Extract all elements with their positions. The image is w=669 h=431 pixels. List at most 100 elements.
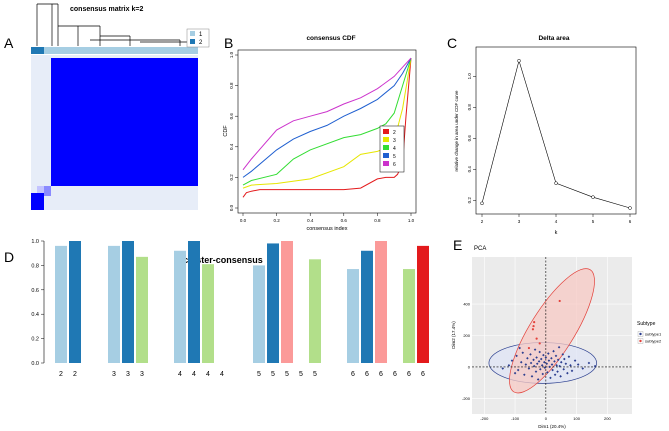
panel-letter-a: A	[4, 35, 14, 51]
panel-letter-e: E	[453, 237, 462, 253]
cluster-bar	[375, 241, 387, 363]
delta-point	[517, 59, 521, 63]
pca-point-subtype1	[543, 366, 547, 369]
pca-point-subtype1	[533, 348, 537, 351]
cluster-ytick-label: 0.6	[31, 288, 39, 294]
pca-point-subtype1	[529, 361, 533, 365]
delta-ytick-label: 0.8	[467, 104, 472, 111]
cdf-legend-swatch-k4	[383, 145, 389, 150]
cluster-bar	[417, 245, 429, 363]
pca-point-subtype1	[556, 370, 559, 373]
delta-area-panel: Delta area relative change in area under…	[454, 35, 637, 236]
matrix-legend-label-2: 2	[199, 40, 203, 46]
pca-point-subtype1	[546, 371, 549, 374]
cluster-bar-label: 3	[112, 371, 116, 378]
pca-legend-label-subtype1: subtype1	[645, 332, 662, 337]
cluster-bar-label: 2	[59, 371, 63, 378]
matrix-shade-b	[37, 186, 44, 193]
matrix-annotation-bar-light	[44, 47, 198, 54]
pca-point-subtype1	[529, 353, 532, 356]
pca-xtick-label: 200	[604, 416, 611, 421]
pca-point-subtype1	[555, 364, 558, 367]
cdf-line-k4	[242, 57, 412, 186]
cluster-bar	[281, 241, 293, 363]
pca-point-subtype1	[532, 358, 535, 362]
pca-ellipse-subtype2	[509, 268, 595, 394]
cluster-bar-label: 4	[220, 371, 224, 378]
matrix-title: consensus matrix k=2	[70, 6, 143, 13]
cluster-bar	[267, 243, 279, 363]
pca-legend-swatch-subtype2	[639, 339, 642, 343]
cdf-xtick-label: 0.6	[341, 218, 348, 223]
pca-point-subtype2	[527, 346, 531, 350]
cluster-title: cluster-consensus	[183, 255, 263, 265]
cdf-legend-swatch-k5	[383, 153, 389, 158]
pca-point-subtype1	[530, 375, 534, 378]
cdf-ytick-label: 0.2	[229, 174, 234, 181]
consensus-cdf-panel: consensus CDF CDF consensus index 0.0 0.2…	[223, 35, 417, 232]
pca-ytick-label: 0	[468, 364, 471, 369]
pca-point-subtype1	[542, 353, 545, 357]
matrix-shade-a	[44, 186, 51, 196]
pca-ytick-label: 400	[463, 302, 470, 307]
pca-point-subtype1	[547, 359, 551, 362]
cluster-bar	[309, 259, 321, 363]
delta-xtick-label: 6	[629, 219, 632, 224]
cdf-legend-label-k6: 6	[393, 162, 396, 168]
pca-point-subtype1	[587, 361, 591, 365]
cluster-consensus-panel: cluster-consensus 0.0 0.2 0.4 0.6 0.8 1.0 2 2 3…	[31, 239, 429, 378]
cluster-bar-label: 4	[178, 371, 182, 378]
pca-legend-title: Subtype	[637, 321, 656, 327]
pca-point-subtype1	[567, 355, 571, 358]
delta-point	[628, 206, 632, 210]
pca-xtick-label: 100	[573, 416, 580, 421]
panel-letter-b: B	[224, 35, 233, 51]
delta-point	[480, 201, 484, 206]
delta-xtick-label: 4	[555, 219, 558, 224]
cdf-xlabel: consensus index	[307, 226, 348, 232]
cluster-bar	[347, 269, 359, 363]
cdf-xtick-label: 0.2	[273, 218, 280, 223]
cdf-ylabel: CDF	[223, 125, 229, 137]
cdf-line-k5	[242, 57, 412, 178]
pca-point-subtype1	[553, 360, 556, 363]
cluster-bar	[188, 241, 200, 363]
pca-ytick-label: 200	[463, 333, 470, 338]
cluster-ytick-label: 1.0	[31, 239, 39, 245]
pca-point-subtype1	[566, 371, 569, 375]
pca-xtick-label: -100	[511, 416, 520, 421]
pca-xlabel: Dim1 (20.4%)	[538, 424, 566, 429]
pca-legend-label-subtype2: subtype2	[645, 339, 662, 344]
cluster-bar-label: 2	[73, 371, 77, 378]
pca-point-subtype1	[554, 354, 558, 358]
pca-point-subtype1	[519, 360, 523, 364]
delta-ytick-label: 0.2	[467, 197, 472, 204]
cluster-ytick-label: 0.2	[31, 337, 39, 343]
pca-point-subtype1	[548, 365, 551, 369]
cluster-bar	[403, 269, 415, 363]
pca-point-subtype1	[543, 360, 546, 364]
cluster-bar-label: 5	[299, 371, 303, 378]
pca-point-subtype1	[541, 372, 545, 376]
matrix-legend-swatch-1	[190, 31, 195, 36]
cluster-bar	[202, 264, 214, 363]
cluster-ytick-label: 0.8	[31, 263, 39, 269]
pca-panel: PCA -200 -100 0 100 200 -200 0 200 400 Dim1 (20…	[451, 246, 662, 429]
pca-point-subtype1	[559, 375, 562, 378]
pca-legend-swatch-subtype1	[639, 332, 642, 336]
panel-letter-c: C	[447, 35, 457, 51]
delta-point	[554, 181, 558, 185]
cdf-line-k6	[242, 57, 412, 171]
cdf-ytick-label: 0.0	[229, 204, 234, 211]
cdf-xtick-label: 0.8	[374, 218, 381, 223]
consensus-matrix-panel: consensus matrix k=2 1 2	[31, 3, 210, 210]
pca-xtick-label: 0	[545, 416, 548, 421]
pca-point-subtype1	[507, 364, 511, 367]
cluster-bar	[174, 250, 186, 363]
delta-xtick-label: 5	[592, 219, 595, 224]
pca-title: PCA	[474, 246, 486, 252]
delta-point	[591, 195, 595, 199]
cluster-bar-label: 6	[407, 371, 411, 378]
cdf-xtick-label: 0.0	[240, 218, 247, 223]
